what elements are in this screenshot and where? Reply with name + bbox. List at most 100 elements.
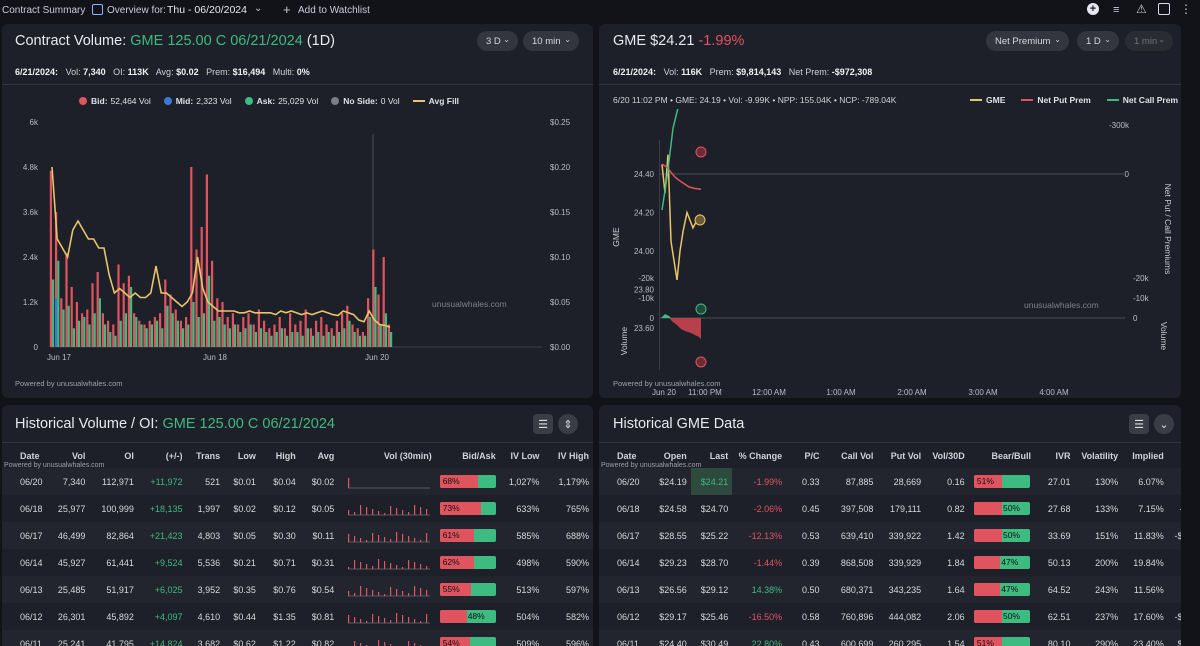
- filter-icon[interactable]: ☰: [1129, 414, 1149, 434]
- plus-icon[interactable]: +: [283, 2, 291, 17]
- cursor-line: [659, 140, 660, 370]
- table-row[interactable]: 06/20 $24.19 $24.21 -1.99% 0.33 87,885 28,669 0…: [599, 468, 1181, 495]
- column-header[interactable]: IVR: [1055, 451, 1071, 461]
- ask-bar: [244, 328, 247, 347]
- column-header[interactable]: Last: [709, 451, 729, 461]
- column-header[interactable]: % Change: [738, 451, 783, 461]
- sparkline-bar: [426, 508, 428, 515]
- cell-net: -$4,: [1168, 495, 1181, 522]
- bell-icon[interactable]: ⚠: [1136, 2, 1147, 16]
- sparkline-bar: [402, 509, 404, 515]
- date-select[interactable]: Thu - 06/20/2024: [167, 4, 247, 16]
- contract-volume-chart[interactable]: 0 1.2k 2.4k 3.6k 4.8k 6k $0.00 $0.05 $0.10 $0.15 $…: [2, 112, 593, 398]
- column-header[interactable]: Open: [663, 451, 687, 461]
- column-header[interactable]: Put Vol: [890, 451, 922, 461]
- interval-select[interactable]: 1 min ⌄: [1125, 31, 1173, 51]
- table-row[interactable]: 06/11 $24.40 $30.49 22.80% 0.43 600,699 260,29…: [599, 630, 1181, 646]
- sparkline-bar: [366, 644, 368, 646]
- column-header[interactable]: IV High: [558, 451, 589, 461]
- column-header[interactable]: Call Vol: [841, 451, 874, 461]
- column-header[interactable]: N: [1168, 444, 1181, 468]
- column-header[interactable]: Volatility: [1081, 451, 1119, 461]
- bar-label: 73%: [442, 503, 460, 513]
- column-header[interactable]: P/C: [804, 451, 820, 461]
- cell-sparkline: [338, 495, 435, 522]
- cell-call-vol: 680,371: [840, 584, 874, 595]
- column-header[interactable]: Bear/Bull: [991, 451, 1032, 461]
- column-header[interactable]: IV Low: [510, 451, 540, 461]
- column-header[interactable]: Bid/Ask: [462, 451, 496, 461]
- table-row[interactable]: 06/17 46,499 82,864 +21,423 4,803 $0.05 $0.30 $…: [2, 522, 593, 549]
- column-header[interactable]: Implied: [1132, 451, 1164, 461]
- range-select[interactable]: 3 D ⌄: [477, 31, 518, 51]
- sparkline-bar: [360, 585, 362, 596]
- contract-name[interactable]: GME 125.00 C 06/21/2024: [130, 33, 303, 49]
- more-icon[interactable]: ⋮: [1180, 2, 1192, 16]
- expand-icon[interactable]: ⌄: [1154, 414, 1174, 434]
- column-header[interactable]: Low: [237, 451, 256, 461]
- table-row[interactable]: 06/12 26,301 45,892 +4,097 4,610 $0.44 $1.35 $0…: [2, 603, 593, 630]
- column-header[interactable]: OI: [124, 451, 134, 461]
- bar-label: 47%: [1001, 584, 1019, 594]
- legend-ask[interactable]: Ask: 25,029 Vol: [244, 96, 318, 106]
- chevron-down-icon[interactable]: ⌄: [254, 3, 263, 14]
- table-row[interactable]: 06/12 $29.17 $25.46 -16.50% 0.58 760,896 444,0…: [599, 603, 1181, 630]
- cell-oi: 82,864: [106, 530, 134, 541]
- bid-ask-bar: 55%: [439, 583, 496, 596]
- bid-bar: [205, 174, 208, 347]
- range-select[interactable]: 1 D ⌄: [1077, 31, 1119, 51]
- column-header[interactable]: High: [275, 451, 296, 461]
- cell-pc: 0.53: [801, 530, 820, 541]
- column-header[interactable]: Vol (30min): [383, 451, 432, 461]
- cell-change: -2.06%: [753, 503, 783, 514]
- ask-bar: [306, 328, 309, 347]
- column-header[interactable]: Vol/30D: [932, 451, 965, 461]
- fullscreen-icon[interactable]: [1158, 3, 1170, 15]
- table-row[interactable]: 06/18 25,977 100,999 +18,135 1,997 $0.02 $0.12…: [2, 495, 593, 522]
- table-row[interactable]: 06/20 7,340 112,971 +11,972 521 $0.01 $0.04 $0.…: [2, 468, 593, 495]
- ask-bar: [348, 320, 351, 347]
- legend-bid[interactable]: Bid: 52,464 Vol: [79, 96, 151, 106]
- sparkline-bar: [402, 533, 404, 542]
- column-header[interactable]: Date: [20, 451, 40, 461]
- legend-mid[interactable]: Mid: 2,323 Vol: [163, 96, 232, 106]
- add-circle-icon[interactable]: +: [1087, 3, 1099, 15]
- cell-ivr: 27.01: [1047, 476, 1071, 487]
- column-header[interactable]: Vol: [72, 451, 86, 461]
- breadcrumb: Contract Summary: [2, 5, 86, 16]
- expand-icon[interactable]: ⇕: [558, 414, 578, 434]
- sparkline-bar: [348, 614, 350, 623]
- stock-panel: GME $24.21 -1.99% Net Premium ⌄ 1 D ⌄ 1 mi…: [599, 24, 1181, 398]
- table-row[interactable]: 06/13 $26.56 $29.12 14.38% 0.50 680,371 343,23…: [599, 576, 1181, 603]
- sparkline-bar: [408, 535, 410, 542]
- table-row[interactable]: 06/11 25,241 41,795 +14,824 3,682 $0.62 $1.22 $…: [2, 630, 593, 646]
- table-row[interactable]: 06/18 $24.58 $24.70 -2.06% 0.45 397,508 179,11…: [599, 495, 1181, 522]
- table-row[interactable]: 06/14 $29.23 $28.70 -1.44% 0.39 868,508 339,92…: [599, 549, 1181, 576]
- stats-vol: 116K: [681, 67, 703, 77]
- legend-net-call[interactable]: Net Call Prem: [1106, 95, 1181, 105]
- legend-line: [412, 100, 425, 102]
- legend-gme[interactable]: GME: [970, 95, 1008, 105]
- table-row[interactable]: 06/14 45,927 61,441 +9,524 5,536 $0.21 $0.71 $0…: [2, 549, 593, 576]
- ask-bar: [114, 335, 117, 347]
- stock-premium-chart[interactable]: 23.6023.8024.0024.2024.40GME-600k-300k0N…: [599, 109, 1181, 398]
- column-header[interactable]: Avg: [317, 451, 335, 461]
- ask-bar: [317, 332, 320, 347]
- interval-select[interactable]: 10 min ⌄: [523, 31, 579, 51]
- column-header[interactable]: Trans: [196, 451, 221, 461]
- add-to-watchlist-button[interactable]: Add to Watchlist: [298, 5, 370, 16]
- mode-select[interactable]: Net Premium ⌄: [986, 31, 1069, 51]
- legend-no-side[interactable]: No Side: 0 Vol: [331, 96, 400, 106]
- y-tick-label: 0: [34, 343, 39, 352]
- y2-axis-label: Net Put / Call Premiums: [1163, 184, 1173, 275]
- table-row[interactable]: 06/17 $28.55 $25.22 -12.13% 0.53 639,410 339,9…: [599, 522, 1181, 549]
- layout-icon[interactable]: ≡: [1113, 4, 1120, 16]
- column-header[interactable]: Date: [617, 451, 637, 461]
- legend-avg-fill[interactable]: Avg Fill: [412, 96, 462, 106]
- legend-net-put[interactable]: Net Put Prem: [1021, 95, 1093, 105]
- ask-bar: [104, 324, 107, 347]
- ask-bar: [338, 332, 341, 347]
- filter-icon[interactable]: ☰: [533, 414, 553, 434]
- column-header[interactable]: (+/-): [165, 451, 183, 461]
- table-row[interactable]: 06/13 25,485 51,917 +6,025 3,952 $0.35 $0.76 $0…: [2, 576, 593, 603]
